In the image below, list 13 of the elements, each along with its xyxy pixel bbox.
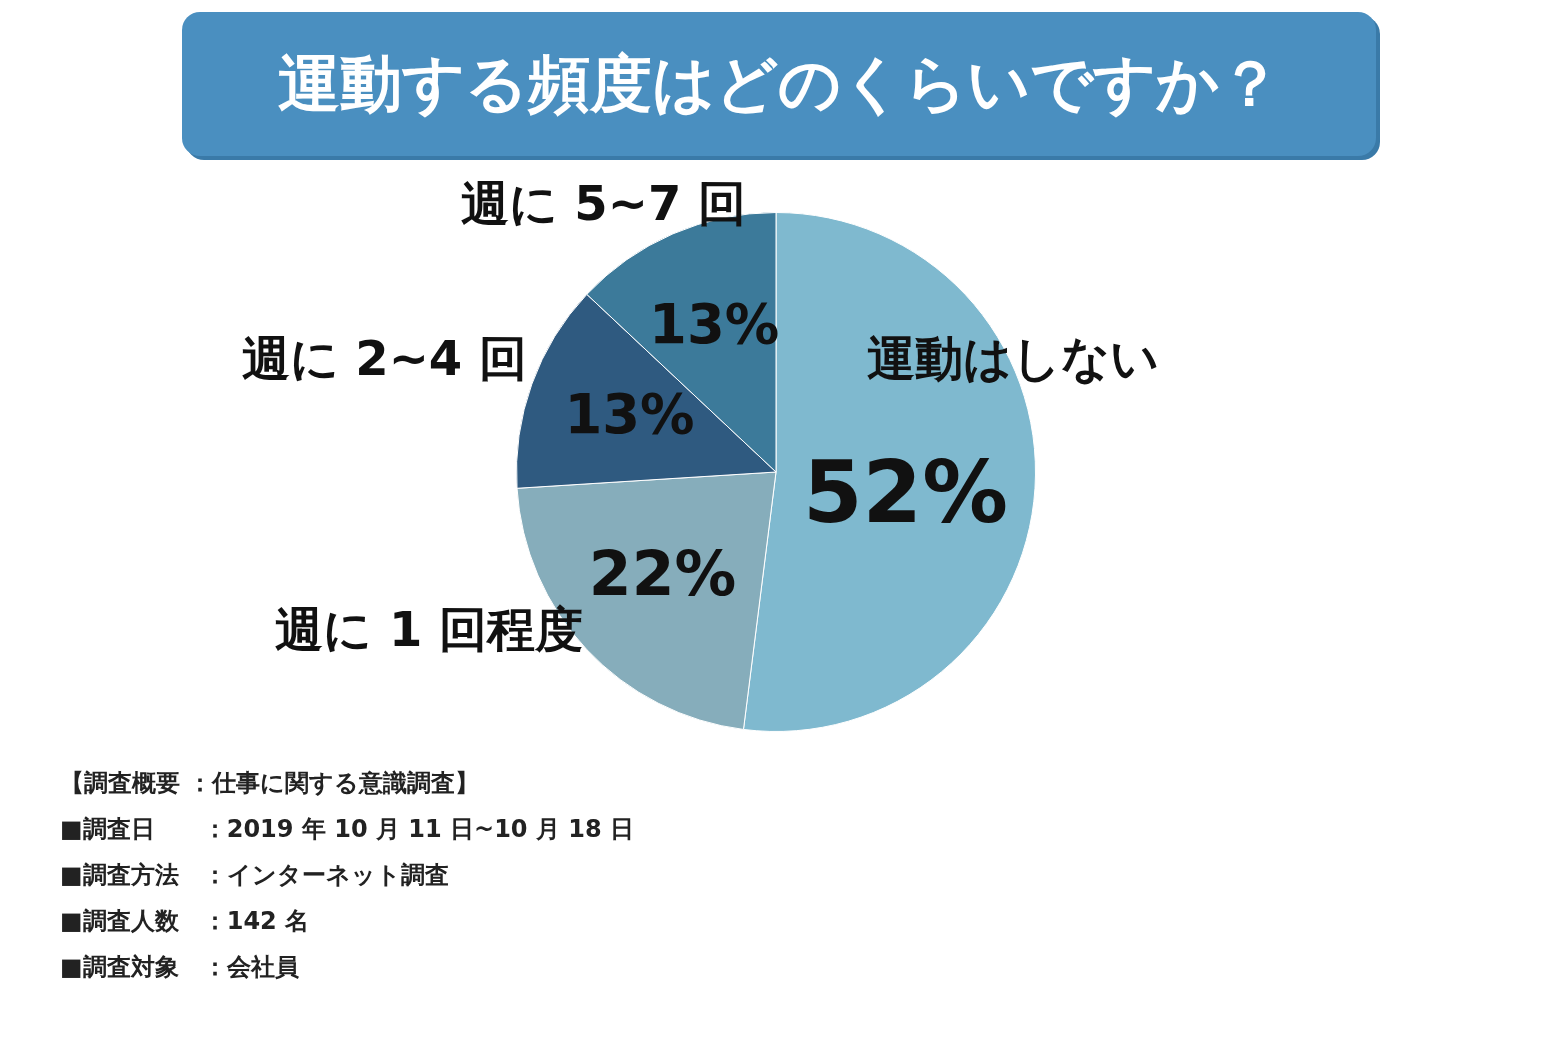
text: ■調査対象 ：会社員	[60, 952, 300, 983]
slice-label: 週に 5~7 回	[460, 174, 746, 231]
text: ■調査日 ：2019 年 10 月 11 日~10 月 18 日	[60, 814, 635, 845]
chart-title: 運動する頻度はどのくらいですか？	[182, 12, 1376, 156]
data-label: 22%	[588, 537, 737, 610]
data-label: 13%	[564, 383, 695, 447]
text: ■調査方法 ：インターネット調査	[60, 860, 450, 891]
slice-label: 運動はしない	[866, 330, 1159, 387]
data-label: 52%	[803, 443, 1008, 543]
text: 【調査概要 ：仕事に関する意識調査】	[60, 768, 481, 799]
text: ■調査人数 ：142 名	[60, 906, 311, 937]
slice-label: 週に 1 回程度	[275, 600, 584, 657]
slice-label: 週に 2~4 回	[241, 329, 527, 386]
